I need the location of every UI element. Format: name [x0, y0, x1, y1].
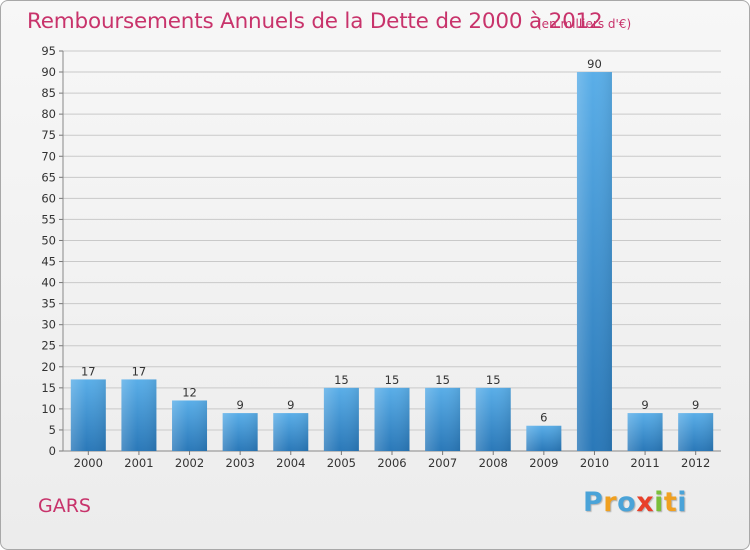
bar-shine	[70, 379, 106, 451]
y-tick-label: 85	[41, 86, 56, 100]
x-tick-label: 2001	[124, 456, 153, 470]
y-tick-label: 40	[41, 276, 56, 290]
x-tick-label: 2008	[479, 456, 508, 470]
bar-shine	[627, 413, 663, 451]
bar-shine	[273, 413, 309, 451]
x-tick-label: 2005	[327, 456, 356, 470]
bar-shine	[526, 425, 562, 451]
y-tick-label: 45	[41, 255, 56, 269]
bar-shine	[323, 387, 359, 451]
y-tick-label: 15	[41, 381, 56, 395]
bar-value-label: 9	[287, 398, 294, 412]
bar-shine	[222, 413, 258, 451]
y-tick-label: 90	[41, 65, 56, 79]
logo-letter: o	[617, 487, 637, 518]
y-tick-label: 95	[41, 44, 56, 58]
logo-letter: t	[663, 487, 678, 518]
bar-value-label: 17	[132, 364, 147, 378]
bar-shine	[172, 400, 208, 451]
y-tick-label: 75	[41, 128, 56, 142]
x-tick-label: 2012	[681, 456, 710, 470]
bar-value-label: 12	[182, 385, 197, 399]
bar-value-label: 15	[435, 373, 450, 387]
unit-note: (en milliers d'€)	[537, 17, 632, 31]
y-tick-label: 30	[41, 318, 56, 332]
bar-value-label: 15	[486, 373, 501, 387]
bar-shine	[121, 379, 157, 451]
x-tick-label: 2009	[529, 456, 558, 470]
y-tick-label: 80	[41, 107, 56, 121]
bar-shine	[475, 387, 511, 451]
x-axis: 2000 2001 2002 2003 2004 2005 2006 2007 2008 2009…	[74, 451, 710, 470]
x-tick-label: 2011	[630, 456, 659, 470]
y-tick-label: 25	[41, 339, 56, 353]
x-tick-label: 2007	[428, 456, 457, 470]
y-tick-label: 35	[41, 297, 56, 311]
bar-value-label: 15	[334, 373, 349, 387]
town-name: GARS	[38, 495, 91, 517]
logo-letter: P	[583, 487, 604, 518]
bar-value-label: 9	[641, 398, 648, 412]
y-tick-label: 65	[41, 170, 56, 184]
bar-value-label: 17	[81, 364, 96, 378]
y-tick-label: 55	[41, 212, 56, 226]
proxiti-logo: Proxiti	[583, 487, 687, 518]
y-tick-label: 60	[41, 191, 56, 205]
x-tick-label: 2004	[276, 456, 305, 470]
bars: 17 17 12 9 9 15 15 15 15 6 90 9 9	[70, 57, 714, 451]
bar-value-label: 90	[587, 57, 602, 71]
chart-title: Remboursements Annuels de la Dette de 20…	[27, 9, 603, 34]
bar-shine	[425, 387, 461, 451]
logo-letter: i	[654, 487, 664, 518]
logo-letter: r	[603, 487, 618, 518]
y-tick-label: 0	[49, 444, 56, 458]
bar-value-label: 9	[692, 398, 699, 412]
bar-value-label: 15	[385, 373, 400, 387]
bar-value-label: 9	[236, 398, 243, 412]
x-tick-label: 2003	[226, 456, 255, 470]
logo-letter: i	[677, 487, 688, 518]
bar-value-label: 6	[540, 411, 547, 425]
bar-shine	[374, 387, 410, 451]
x-tick-label: 2010	[580, 456, 609, 470]
y-tick-label: 5	[49, 423, 56, 437]
bar-shine	[678, 413, 714, 451]
x-tick-label: 2006	[377, 456, 406, 470]
y-tick-label: 10	[41, 402, 56, 416]
y-tick-label: 70	[41, 149, 56, 163]
x-tick-label: 2002	[175, 456, 204, 470]
bar-shine	[576, 72, 612, 451]
x-tick-label: 2000	[74, 456, 103, 470]
logo-letter: x	[636, 487, 655, 518]
y-tick-label: 50	[41, 233, 56, 247]
y-tick-label: 20	[41, 360, 56, 374]
